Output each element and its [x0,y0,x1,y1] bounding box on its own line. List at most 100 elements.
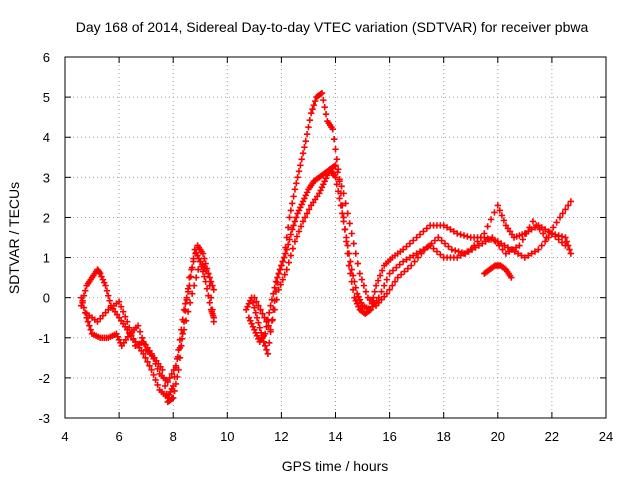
x-tick-label: 12 [274,429,288,444]
data-point [337,202,345,209]
data-point [253,298,260,305]
data-point [276,266,284,273]
data-point [372,282,380,289]
data-point [291,186,299,193]
data-point [84,318,92,325]
data-point [79,299,86,306]
data-point [297,223,305,230]
data-point [539,230,547,237]
data-point [210,318,217,325]
data-point [546,229,554,236]
data-point [448,246,456,253]
data-point [273,296,280,303]
data-point [406,240,414,247]
data-point [202,260,209,267]
data-point [255,319,262,326]
series-track-2 [78,242,217,406]
data-point [251,294,258,301]
data-point [541,226,549,233]
data-point [283,246,291,253]
data-point [386,270,393,277]
data-point [192,250,199,257]
data-point [318,89,326,97]
data-point [87,326,94,333]
data-point [297,162,304,169]
data-point [403,243,410,250]
data-point [277,281,284,288]
x-tick-label: 16 [382,429,396,444]
data-point [383,276,391,283]
y-tick-label: 5 [43,90,50,105]
data-point [350,240,357,247]
y-tick-label: 6 [43,50,50,65]
data-point [360,282,368,289]
data-point [195,266,202,273]
data-point [413,234,420,241]
data-point [447,226,454,233]
data-point [335,188,342,195]
data-point [541,238,549,245]
data-point [150,355,157,363]
data-point [289,226,296,233]
data-point [481,230,488,237]
data-point [289,200,296,207]
data-point [536,226,543,233]
x-tick-label: 4 [61,429,68,444]
data-point [161,382,169,390]
data-point [176,344,184,352]
y-tick-label: 2 [43,210,50,225]
data-point [543,234,550,241]
data-point [206,282,213,289]
data-point [472,244,479,251]
data-point [334,169,341,176]
data-point [150,371,157,379]
data-point [174,353,182,361]
data-point [485,236,493,243]
data-point [455,248,462,255]
data-point [340,190,347,197]
data-point [205,270,212,277]
data-point [272,278,280,285]
data-point [519,236,527,243]
data-point [502,250,510,257]
x-tick-label: 10 [220,429,234,444]
data-point [275,270,282,277]
data-point [345,250,353,257]
data-point [552,231,559,238]
y-tick-label: 3 [43,170,50,185]
data-point [538,242,545,249]
data-point [348,266,355,273]
data-point [105,292,112,299]
x-tick-label: 18 [436,429,450,444]
data-point [206,274,213,281]
data-point [420,228,427,235]
data-point [499,246,506,253]
data-point [263,346,270,354]
data-point [516,242,523,249]
data-point [431,237,439,244]
data-point [281,271,288,278]
data-point [371,288,378,295]
data-point [274,274,281,281]
data-point [512,244,520,251]
data-point [209,306,216,313]
data-point [310,101,318,109]
data-point [333,156,341,163]
data-point [261,330,269,337]
data-point [451,247,459,254]
data-point [172,362,180,370]
data-point [550,224,557,231]
data-point [410,237,417,244]
data-point [282,250,289,257]
data-point [421,246,428,253]
data-point [102,282,109,289]
x-axis-label: GPS time / hours [282,458,389,474]
series-track-3 [83,258,217,386]
data-marks [78,89,575,406]
data-point [468,246,476,253]
data-point [163,390,170,398]
data-point [287,231,295,238]
data-point [496,207,504,214]
data-point [336,176,343,183]
data-point [184,285,192,292]
